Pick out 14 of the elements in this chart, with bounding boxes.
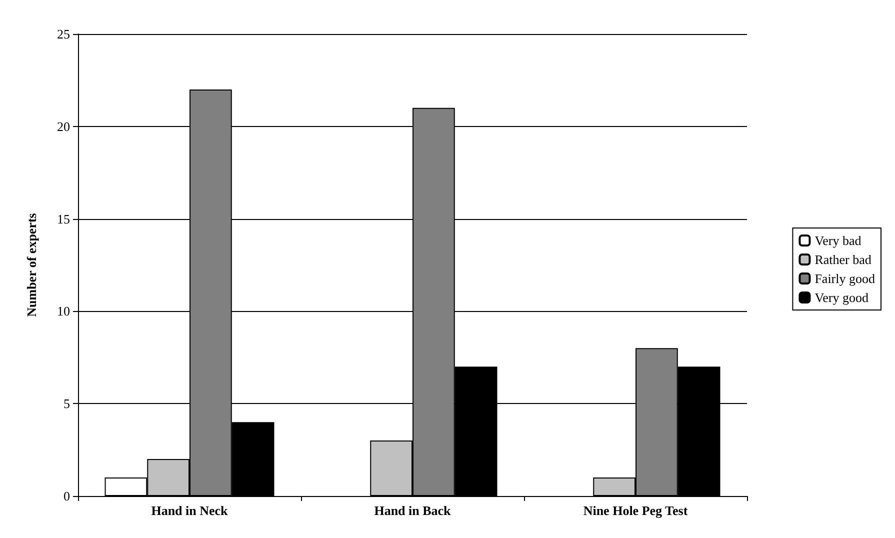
x-tick-label: Hand in Back: [374, 503, 452, 518]
y-tick-label: 15: [57, 211, 70, 226]
y-tick-label: 0: [64, 488, 70, 504]
legend-label: Fairly good: [814, 271, 876, 286]
legend-label: Very bad: [814, 233, 862, 248]
y-axis-title: Number of experts: [24, 213, 39, 317]
legend-label: Rather bad: [814, 252, 872, 267]
x-tick-label: Hand in Neck: [151, 503, 229, 518]
y-tick-label: 25: [57, 26, 70, 42]
legend-label: Very good: [814, 290, 869, 305]
x-tick-label: Nine Hole Peg Test: [583, 503, 688, 518]
y-tick-label: 20: [57, 118, 70, 134]
y-tick-label: 10: [57, 304, 70, 319]
y-tick-label: 5: [64, 396, 70, 412]
